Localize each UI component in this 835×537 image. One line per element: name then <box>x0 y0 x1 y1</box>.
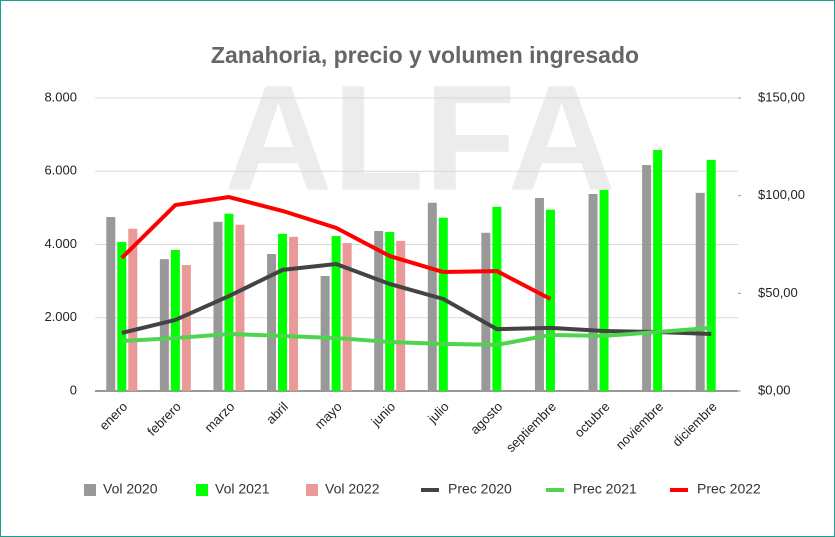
y2-tick-label: $100,00 <box>758 187 805 202</box>
y-tick-label: 0 <box>70 382 77 397</box>
legend-swatch <box>84 484 96 496</box>
bar <box>374 230 384 391</box>
bar <box>181 265 191 391</box>
bar <box>653 150 663 391</box>
legend-label: Prec 2020 <box>448 481 512 497</box>
watermark: ALFA <box>224 54 616 222</box>
bar <box>159 259 169 391</box>
legend-swatch <box>196 484 208 496</box>
legend-label: Vol 2022 <box>325 481 380 497</box>
line <box>121 325 712 347</box>
bar <box>642 165 652 391</box>
bar <box>396 240 406 391</box>
bar <box>224 213 234 391</box>
y-tick-label: 8.000 <box>44 89 77 104</box>
bar <box>706 159 716 391</box>
bar <box>289 236 299 391</box>
bar <box>128 228 138 391</box>
line <box>120 195 552 301</box>
y2-tick-label: $150,00 <box>758 89 805 104</box>
bar <box>106 217 116 391</box>
bar <box>342 243 352 391</box>
line <box>121 262 712 336</box>
y2-tick-label: $0,00 <box>758 382 791 397</box>
y-tick-label: 2.000 <box>44 309 77 324</box>
bar <box>481 232 491 391</box>
bar <box>331 236 341 391</box>
bar <box>235 224 245 391</box>
chart-title: Zanahoria, precio y volumen ingresado <box>211 42 639 68</box>
bar <box>695 192 705 391</box>
bar <box>320 275 330 391</box>
y2-tick-label: $50,00 <box>758 285 798 300</box>
legend-label: Prec 2021 <box>573 481 637 497</box>
legend-label: Vol 2021 <box>215 481 270 497</box>
bar <box>385 232 395 391</box>
bar <box>545 209 555 391</box>
bar <box>213 221 223 391</box>
bar <box>599 189 609 391</box>
legend-label: Prec 2022 <box>697 481 761 497</box>
bar <box>267 254 277 391</box>
bar <box>117 241 127 391</box>
bar <box>438 217 448 391</box>
y-tick-label: 6.000 <box>44 163 77 178</box>
bar <box>588 193 598 391</box>
bar <box>278 233 288 391</box>
bar <box>492 206 502 391</box>
y-tick-label: 4.000 <box>44 236 77 251</box>
legend-swatch <box>306 484 318 496</box>
legend-label: Vol 2020 <box>103 481 158 497</box>
